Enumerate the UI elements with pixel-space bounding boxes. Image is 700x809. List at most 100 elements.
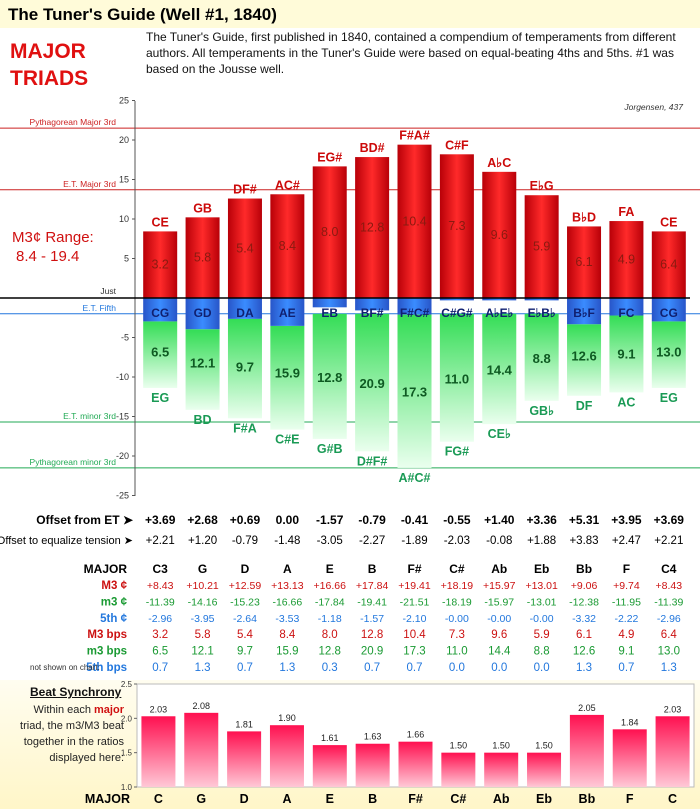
beat-bar	[655, 716, 690, 787]
table-cell: -3.95	[191, 613, 215, 625]
beat-value-label: 2.08	[193, 701, 211, 711]
table-column-header: E	[326, 562, 334, 576]
minor-bar	[143, 321, 178, 388]
major-bar	[567, 226, 602, 298]
minor-interval-label: D#F#	[357, 454, 388, 468]
reference-line-label: Pythagorean Major 3rd	[30, 117, 117, 127]
beat-value-label: 1.84	[621, 717, 639, 727]
page-title: The Tuner's Guide (Well #1, 1840)	[8, 5, 277, 24]
table-cell: -19.41	[357, 596, 387, 608]
fifth-interval-label: A♭E♭	[485, 306, 513, 320]
major-bar	[185, 217, 220, 298]
tension-value: +1.88	[527, 535, 556, 547]
major-interval-label: FA	[618, 205, 634, 219]
major-bps-label: 3.2	[151, 258, 168, 272]
beat-bar	[612, 729, 647, 787]
offset-row-label: Offset from ET ➤	[36, 513, 134, 527]
fifth-interval-label: AE	[279, 306, 296, 320]
y-tick-label: 15	[119, 175, 129, 185]
beat-bar	[398, 741, 433, 787]
table-cell: -13.01	[527, 596, 557, 608]
minor-interval-label: GB♭	[529, 404, 554, 418]
minor-bps-label: 14.4	[487, 363, 513, 378]
intro-text: The Tuner's Guide, first published in 18…	[146, 30, 676, 76]
beat-category-label: C	[154, 792, 163, 806]
beat-y-tick-label: 1.5	[121, 749, 133, 758]
beat-bar	[141, 716, 176, 787]
table-cell: -0.00	[487, 613, 511, 625]
table-cell: -14.16	[188, 596, 218, 608]
minor-bar	[227, 318, 262, 419]
tension-value: +2.21	[146, 535, 175, 547]
table-cell: 0.3	[322, 662, 338, 674]
beat-category-label: E	[326, 792, 334, 806]
table-cell: +15.97	[483, 580, 516, 592]
table-cell: +18.19	[441, 580, 474, 592]
offset-value: +0.69	[230, 513, 261, 527]
major-bps-label: 12.8	[360, 221, 384, 235]
table-cell: -17.84	[315, 596, 345, 608]
tension-value: +2.21	[654, 535, 683, 547]
table-row-label: M3 ¢	[101, 580, 127, 592]
table-cell: 8.8	[534, 646, 550, 658]
major-bar	[482, 171, 517, 298]
beat-bar	[527, 752, 562, 787]
major-bps-label: 8.0	[321, 225, 338, 239]
fifth-bar	[143, 298, 178, 322]
minor-bar	[355, 313, 390, 452]
table-row-label: 5th bps	[86, 662, 127, 674]
table-cell: 1.3	[279, 662, 295, 674]
table-cell: +13.13	[271, 580, 304, 592]
table-column-header: C#	[449, 562, 465, 576]
table-cell: 1.3	[661, 662, 677, 674]
table-cell: 14.4	[488, 646, 511, 658]
beat-y-tick-label: 2.5	[121, 680, 133, 689]
major-bar	[609, 221, 644, 298]
table-cell: +13.01	[525, 580, 558, 592]
table-column-header: Bb	[576, 562, 592, 576]
minor-bps-label: 11.0	[445, 371, 470, 386]
offset-value: -0.55	[443, 513, 471, 527]
table-cell: 9.7	[237, 646, 253, 658]
minor-bar	[439, 313, 474, 442]
table-cell: +8.43	[147, 580, 174, 592]
fifth-interval-label: FC	[618, 306, 634, 320]
table-cell: 20.9	[361, 646, 383, 658]
range-value: 8.4 - 19.4	[16, 248, 79, 265]
offset-value: +2.68	[187, 513, 218, 527]
major-interval-label: F#A#	[399, 129, 430, 143]
table-cell: 12.8	[319, 646, 341, 658]
y-tick-label: 20	[119, 135, 129, 145]
major-bps-label: 5.9	[533, 240, 550, 254]
beat-category-label: Bb	[579, 792, 596, 806]
table-cell: -11.39	[654, 596, 683, 608]
major-bps-label: 8.4	[279, 239, 296, 253]
table-cell: 9.6	[491, 629, 507, 641]
table-cell: 4.9	[618, 629, 634, 641]
minor-bar	[524, 313, 559, 401]
beat-value-label: 1.50	[535, 741, 553, 751]
table-cell: -3.53	[275, 613, 299, 625]
beat-bar	[184, 712, 219, 787]
minor-bar	[312, 313, 347, 439]
table-cell: 12.1	[191, 646, 213, 658]
fifth-bar	[609, 298, 644, 316]
table-cell: -12.38	[569, 596, 599, 608]
beat-category-label: F	[626, 792, 634, 806]
fifth-bar	[439, 298, 474, 301]
y-tick-label: -25	[116, 491, 129, 501]
fifth-interval-label: CG	[151, 306, 169, 320]
minor-bar	[482, 313, 517, 425]
minor-bps-label: 9.7	[236, 360, 254, 375]
major-interval-label: CE	[660, 215, 677, 229]
table-cell: -2.22	[614, 613, 638, 625]
table-cell: +19.41	[398, 580, 431, 592]
offset-value: +3.95	[611, 513, 642, 527]
table-cell: 8.4	[279, 629, 296, 641]
table-cell: 0.7	[618, 662, 634, 674]
table-cell: 12.6	[573, 646, 595, 658]
beat-value-label: 1.90	[278, 713, 296, 723]
credit-text: Jorgensen, 437	[623, 102, 683, 112]
y-tick-label: 10	[119, 214, 129, 224]
beat-y-tick-label: 1.0	[121, 783, 133, 792]
